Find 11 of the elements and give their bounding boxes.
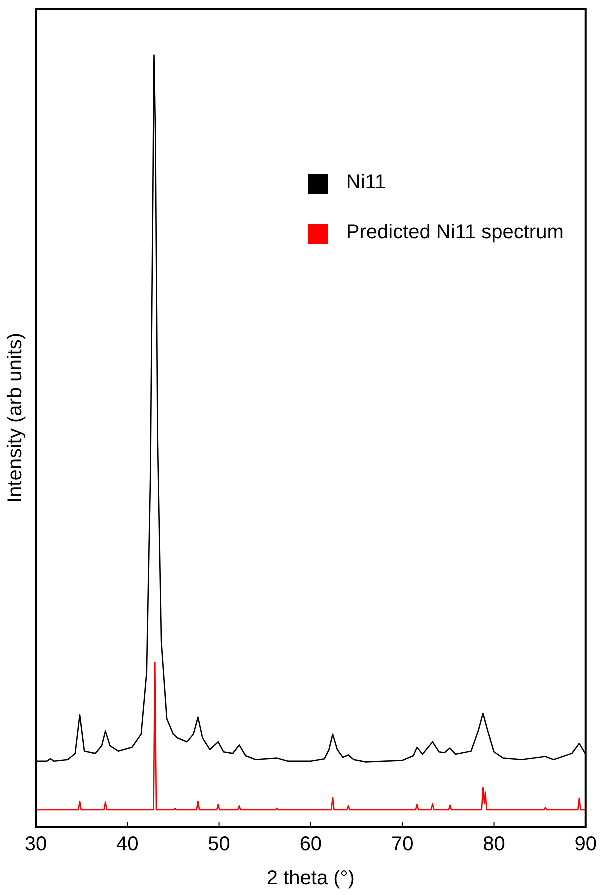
- x-tick-label: 80: [483, 834, 506, 856]
- legend-label: Predicted Ni11 spectrum: [346, 222, 564, 244]
- y-axis-title: Intensity (arb units): [4, 332, 27, 504]
- x-tick-label: 70: [391, 834, 414, 856]
- legend-label: Ni11: [346, 172, 386, 194]
- x-tick-label: 90: [574, 834, 597, 856]
- x-tick-label: 30: [24, 834, 48, 856]
- x-axis-title: 2 theta (°): [266, 868, 355, 890]
- x-tick-label: 60: [300, 834, 322, 856]
- x-tick-label: 40: [116, 834, 139, 856]
- x-tick-label: 50: [208, 834, 230, 856]
